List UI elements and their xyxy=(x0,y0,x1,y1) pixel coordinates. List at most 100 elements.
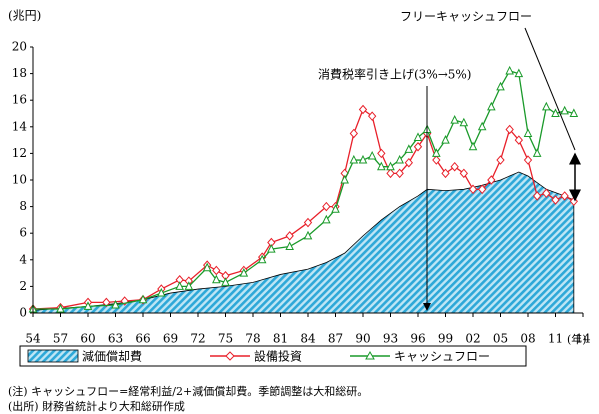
marker xyxy=(212,274,221,284)
annotation: 消費税率引き上げ(3%→5%) xyxy=(318,67,472,82)
marker xyxy=(285,231,294,241)
legend-label: 減価償却費 xyxy=(82,349,142,364)
marker xyxy=(349,128,358,139)
y-axis-label: (兆円) xyxy=(8,9,41,23)
marker xyxy=(285,241,294,250)
x-tick-label: 02 xyxy=(465,332,480,346)
marker xyxy=(523,128,533,137)
y-tick-label: 16 xyxy=(12,93,27,107)
x-tick-label: 99 xyxy=(438,332,453,346)
x-axis-label: (年) xyxy=(567,332,587,346)
marker xyxy=(505,65,514,75)
y-tick-label: 0 xyxy=(19,306,27,320)
marker xyxy=(267,244,276,253)
marker xyxy=(157,287,166,297)
marker xyxy=(523,155,533,165)
marker xyxy=(202,262,212,272)
marker xyxy=(450,115,459,124)
y-tick-label: 14 xyxy=(12,119,28,133)
marker xyxy=(459,168,468,179)
marker xyxy=(340,174,349,184)
x-tick-label: 66 xyxy=(135,332,150,346)
annotation: フリーキャッシュフロー xyxy=(400,10,532,24)
legend xyxy=(19,345,527,367)
legend-marker xyxy=(365,350,375,360)
annotation-leader xyxy=(524,27,576,151)
marker xyxy=(496,81,505,91)
marker xyxy=(413,132,423,141)
marker xyxy=(102,297,111,308)
x-tick-label: 63 xyxy=(108,332,123,346)
marker xyxy=(450,161,459,172)
x-tick-label: 75 xyxy=(218,332,233,346)
marker xyxy=(175,281,184,290)
marker xyxy=(468,141,478,151)
marker xyxy=(432,148,441,157)
marker xyxy=(514,135,523,145)
marker xyxy=(377,161,386,171)
x-tick-label: 14 xyxy=(575,332,591,346)
marker xyxy=(542,101,551,111)
marker xyxy=(349,154,359,164)
note: (注) キャッシュフロー=経常利益/2+減価償却費。季節調整は大和総研。 xyxy=(8,384,368,398)
marker xyxy=(395,154,404,164)
marker xyxy=(560,191,569,201)
x-tick-label: 87 xyxy=(328,332,343,346)
x-tick-label: 81 xyxy=(273,332,288,346)
x-tick-label: 60 xyxy=(80,332,95,346)
marker xyxy=(532,148,542,157)
marker xyxy=(477,121,487,131)
marker xyxy=(441,134,450,144)
legend-label: キャッシュフロー xyxy=(394,350,490,364)
marker xyxy=(386,161,395,171)
x-tick-label: 54 xyxy=(25,332,41,346)
marker xyxy=(404,144,414,153)
marker xyxy=(212,265,221,276)
marker xyxy=(221,277,230,286)
y-tick-label: 8 xyxy=(19,199,27,213)
legend-label: 設備投資 xyxy=(254,349,302,364)
legend-swatch xyxy=(27,349,79,363)
marker xyxy=(413,141,423,152)
x-tick-label: 08 xyxy=(520,332,535,346)
x-tick-label: 90 xyxy=(355,332,370,346)
x-tick-label: 93 xyxy=(383,332,398,346)
marker xyxy=(322,201,331,212)
marker xyxy=(487,175,496,185)
marker xyxy=(377,148,386,159)
marker xyxy=(56,303,65,313)
marker xyxy=(358,104,368,115)
marker xyxy=(505,124,514,135)
y-tick-label: 2 xyxy=(19,279,27,293)
y-tick-label: 10 xyxy=(12,173,27,187)
y-tick-label: 20 xyxy=(12,40,27,54)
marker xyxy=(432,155,441,165)
marker xyxy=(184,281,194,290)
x-tick-label: 57 xyxy=(53,332,68,346)
y-tick-label: 12 xyxy=(12,146,27,160)
marker xyxy=(395,168,404,179)
marker xyxy=(358,154,368,164)
x-tick-label: 96 xyxy=(410,332,425,346)
marker xyxy=(514,68,524,78)
marker xyxy=(468,184,478,195)
marker xyxy=(386,168,395,179)
marker xyxy=(542,188,551,199)
marker xyxy=(551,108,560,117)
x-tick-label: 72 xyxy=(190,332,205,346)
area xyxy=(32,171,575,314)
legend-marker xyxy=(225,351,235,361)
marker xyxy=(138,294,148,304)
marker xyxy=(569,108,579,117)
marker xyxy=(111,299,120,309)
marker xyxy=(496,155,505,165)
x-tick-label: 84 xyxy=(300,332,316,346)
marker xyxy=(257,254,267,264)
marker xyxy=(487,101,496,111)
marker xyxy=(239,267,249,277)
y-tick-label: 6 xyxy=(19,226,27,240)
marker xyxy=(303,217,313,228)
marker xyxy=(533,191,542,201)
marker xyxy=(303,230,313,240)
